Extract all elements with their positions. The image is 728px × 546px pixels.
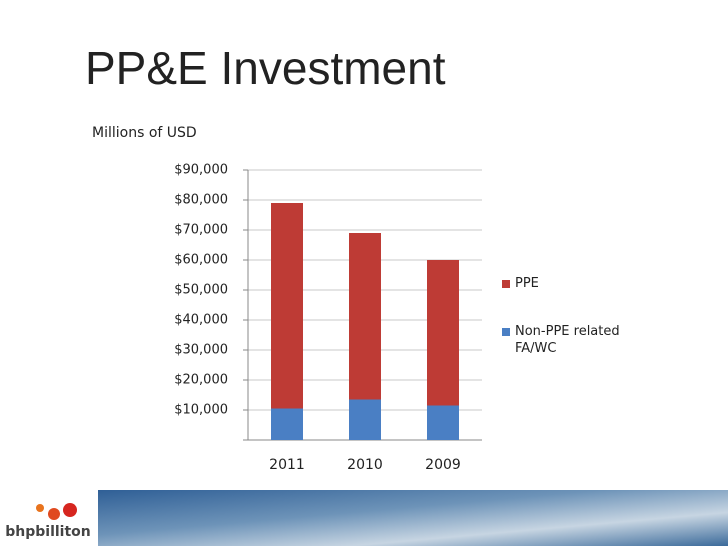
y-tick-label: $50,000 [174,283,228,298]
legend-swatch [502,328,510,336]
bar-segment [271,203,303,409]
legend-label: PPE [515,276,539,291]
bar-segment [427,260,459,406]
logo-dot [36,504,44,512]
logo: bhpbilliton [5,524,91,540]
title: PP&E Investment [85,42,446,94]
logo-dot [63,503,77,517]
y-tick-label: $70,000 [174,223,228,238]
logo-dot [48,508,60,520]
y-tick-label: $80,000 [174,193,228,208]
legend-swatch [502,280,510,288]
footer-image [98,490,728,546]
x-tick-label: 2010 [347,457,383,473]
legend-label: Non-PPE related FA/WC [515,324,620,356]
y-tick-label: $20,000 [174,373,228,388]
y-tick-label: $40,000 [174,313,228,328]
y-tick-label: $10,000 [174,403,228,418]
y-tick-label: $30,000 [174,343,228,358]
x-tick-label: 2011 [269,457,305,473]
bar-segment [271,408,303,440]
bar-segment [349,233,381,400]
y-tick-label: $60,000 [174,253,228,268]
x-tick-label: 2009 [425,457,461,473]
bar-segment [349,399,381,440]
subtitle: Millions of USD [92,125,197,141]
bar-segment [427,405,459,440]
y-tick-label: $90,000 [174,163,228,178]
